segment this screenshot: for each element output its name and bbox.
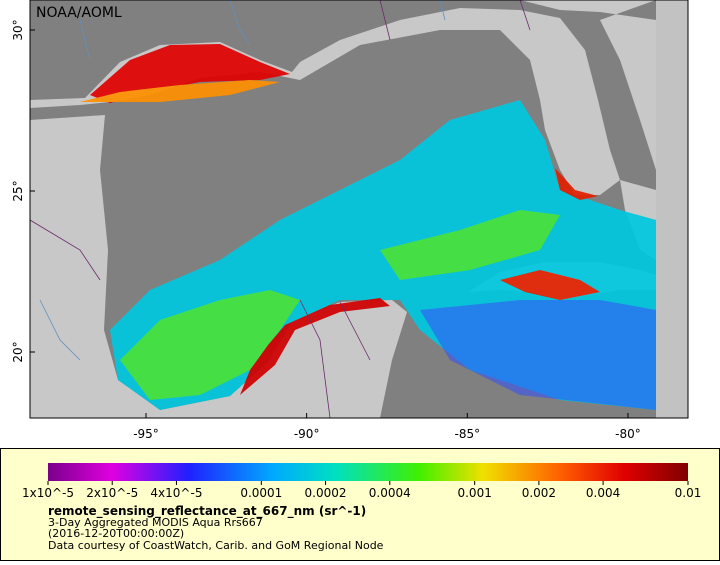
colorbar-tick-label: 4x10^-5 [150, 486, 202, 500]
reflectance-patch [90, 44, 290, 103]
lon-tick-label: -95° [133, 427, 159, 441]
reflectance-patch [120, 210, 560, 400]
reflectance-field [80, 44, 656, 410]
legend-time: (2016-12-20T00:00:00Z) [48, 527, 184, 540]
legend-variable: remote_sensing_reflectance_at_667_nm (sr… [48, 504, 366, 519]
reflectance-patch [80, 80, 280, 102]
colorbar-tick-label: 0.004 [586, 486, 620, 500]
reflectance-patch [240, 298, 390, 395]
colorbar-tick-label: 0.002 [522, 486, 556, 500]
colorbar-tick-label: 0.01 [675, 486, 702, 500]
colorbar-tick-label: 0.0004 [369, 486, 411, 500]
colorbar-tick-label: 2x10^-5 [86, 486, 138, 500]
colorbar-tick-label: 0.001 [457, 486, 491, 500]
lon-tick-label: -85° [454, 427, 480, 441]
axes: 30° 25° 20° -95° -90° -85° -80° [11, 19, 641, 441]
reflectance-patch [500, 168, 600, 300]
lon-tick-label: -80° [615, 427, 641, 441]
colorbar-tick-label: 0.0001 [240, 486, 282, 500]
colorbar-tick-label: 1x10^-5 [22, 486, 74, 500]
legend-courtesy: Data courtesy of CoastWatch, Carib. and … [48, 539, 384, 552]
colorbar-ticks: 1x10^-5 2x10^-5 4x10^-5 0.0001 0.0002 0.0004 0… [22, 481, 701, 500]
no-data-strip [656, 0, 688, 418]
reflectance-patch [420, 300, 656, 410]
lat-tick-label: 20° [11, 341, 25, 362]
rivers [39, 0, 446, 361]
legend-dataset: 3-Day Aggregated MODIS Aqua Rrs667 [48, 516, 263, 529]
colorbar-tick-label: 0.0002 [305, 486, 347, 500]
lon-tick-label: -90° [294, 427, 320, 441]
lat-tick-label: 25° [11, 180, 25, 201]
land-mexico [30, 115, 407, 418]
map-frame [29, 0, 689, 419]
lat-tick-label: 30° [11, 19, 25, 40]
credit-label: NOAA/AOML [36, 5, 122, 21]
colorbar [48, 463, 688, 481]
borders [30, 0, 531, 418]
map-area [30, 0, 688, 418]
